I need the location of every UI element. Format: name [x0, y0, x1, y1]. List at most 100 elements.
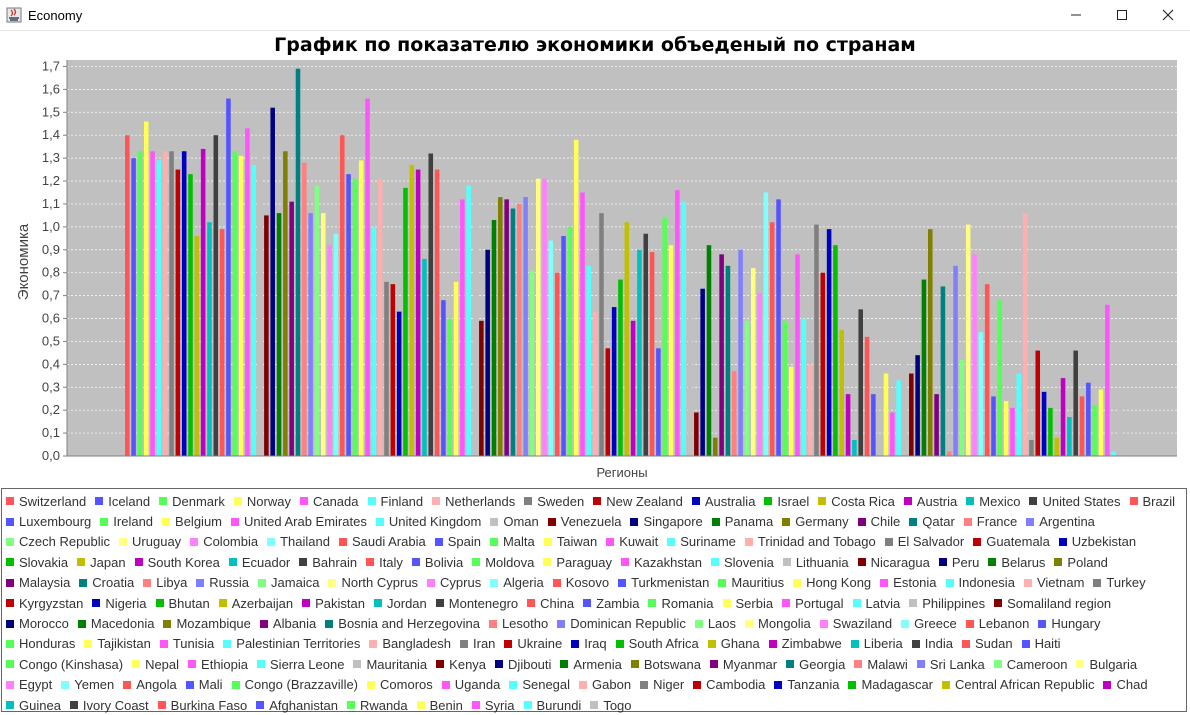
legend-label: Canada: [312, 493, 359, 509]
bar-bosnia-and-herzegovina: [725, 265, 731, 456]
legend-item: Colombia: [190, 532, 258, 552]
legend-label: South Korea: [147, 554, 220, 570]
bar-philippines: [687, 295, 693, 456]
bar-australia: [181, 151, 187, 456]
legend-label: Sierra Leone: [270, 656, 345, 672]
bar-senegal: [1016, 373, 1022, 456]
bar-denmark: [137, 151, 143, 456]
legend-swatch: [945, 578, 954, 587]
bar-myanmar: [934, 394, 939, 456]
bar-bulgaria: [965, 224, 971, 456]
legend-item: Sri Lanka: [916, 654, 985, 674]
legend-label: Macedonia: [90, 616, 155, 632]
minimize-button[interactable]: [1053, 0, 1099, 30]
legend-label: Congo (Brazzaville): [244, 677, 359, 693]
bar-georgia: [940, 286, 946, 456]
legend-swatch: [1058, 537, 1067, 546]
legend-swatch: [916, 660, 925, 669]
bar-india: [858, 309, 863, 456]
legend-label: Senegal: [522, 677, 571, 693]
legend-item: United States: [1029, 491, 1121, 511]
bar-egypt: [972, 254, 977, 456]
y-tick-label: 1,0: [42, 219, 60, 234]
close-button[interactable]: [1145, 0, 1190, 30]
legend-swatch: [583, 599, 592, 608]
bar-rwanda: [1092, 405, 1097, 456]
legend-item: Armenia: [560, 654, 622, 674]
legend-swatch: [328, 578, 337, 587]
legend-label: Spain: [447, 534, 481, 550]
legend-swatch: [338, 537, 347, 546]
legend-label: Italy: [379, 554, 403, 570]
bar-iceland: [131, 158, 136, 457]
bar-slovenia: [466, 185, 471, 457]
bar-nepal: [883, 373, 889, 456]
legend-label: Lebanon: [978, 616, 1030, 632]
legend-label: Oman: [503, 514, 539, 530]
bar-new-zealand: [175, 169, 181, 456]
legend-label: Peru: [951, 554, 980, 570]
legend-label: Tajikistan: [97, 636, 151, 652]
legend-label: India: [924, 636, 953, 652]
bar-austria: [200, 148, 206, 456]
legend-label: Qatar: [922, 514, 955, 530]
legend-item: Senegal: [509, 675, 570, 695]
legend-label: Denmark: [172, 493, 225, 509]
legend-swatch: [460, 639, 468, 648]
legend-label: Tunisia: [172, 636, 215, 652]
legend-label: Congo (Kinshasa): [19, 656, 124, 672]
bar-serbia: [668, 245, 674, 456]
legend-swatch: [257, 660, 266, 669]
legend-item: Benin: [416, 695, 463, 715]
legend-item: Mauritania: [353, 654, 427, 674]
legend-item: Botswana: [630, 654, 701, 674]
legend-item: Netherlands: [432, 491, 515, 511]
legend-swatch: [92, 599, 101, 608]
legend-label: Indonesia: [958, 575, 1015, 591]
legend-item: Rwanda: [346, 695, 408, 715]
legend-swatch: [432, 497, 441, 506]
legend-swatch: [547, 517, 556, 526]
legend-item: Qatar: [909, 511, 955, 531]
legend-label: Bangladesh: [382, 636, 451, 652]
legend-item: Spain: [434, 532, 481, 552]
legend-label: Guatemala: [986, 534, 1050, 550]
legend-item: Vietnam: [1023, 573, 1084, 593]
legend-swatch: [233, 497, 242, 506]
legend-swatch: [509, 680, 518, 689]
legend-item: Kuwait: [606, 532, 658, 552]
legend-label: Niger: [653, 677, 685, 693]
legend-swatch: [489, 537, 498, 546]
legend-label: Singapore: [643, 514, 703, 530]
legend-item: Belarus: [988, 552, 1045, 572]
legend-item: France: [963, 511, 1017, 531]
y-tick-label: 1,5: [42, 104, 60, 119]
bar-belarus: [491, 219, 497, 456]
bar-tanzania: [1041, 391, 1047, 456]
legend-label: Kazakhstan: [634, 554, 702, 570]
bar-vietnam: [592, 311, 598, 456]
legend-item: Canada: [299, 491, 359, 511]
bar-gabon: [1022, 213, 1028, 456]
legend-item: Suriname: [667, 532, 736, 552]
bar-greece: [763, 192, 769, 457]
bar-russia: [523, 197, 528, 456]
bar-laos: [744, 320, 750, 456]
legend-label: Kyrgyzstan: [19, 595, 84, 611]
legend-item: North Cyprus: [328, 573, 418, 593]
legend-swatch: [560, 660, 569, 669]
legend-swatch: [524, 497, 533, 506]
legend-swatch: [1093, 578, 1102, 587]
bar-ethiopia: [890, 412, 895, 456]
legend-swatch: [434, 537, 443, 546]
bar-morocco: [700, 288, 705, 456]
legend-item: Mongolia: [745, 613, 811, 633]
y-tick-label: 0,5: [42, 333, 60, 348]
bar-costa-rica: [194, 236, 200, 456]
maximize-button[interactable]: [1099, 0, 1145, 30]
legend-item: Myanmar: [709, 654, 777, 674]
bar-ghana: [839, 329, 845, 456]
y-tick-label: 1,2: [42, 173, 60, 188]
legend-swatch: [299, 497, 308, 506]
legend-item: Romania: [648, 593, 714, 613]
